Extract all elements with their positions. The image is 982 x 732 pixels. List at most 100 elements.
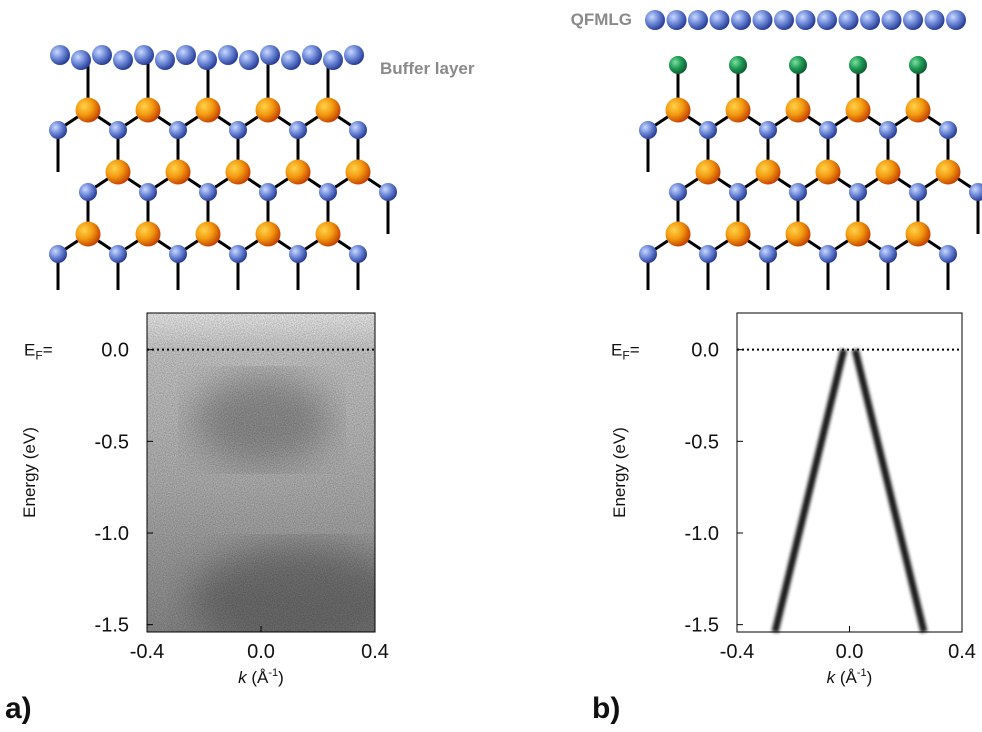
atom [860, 10, 880, 30]
atom [109, 245, 127, 263]
y-tick-label: -1.0 [685, 523, 719, 545]
atom [666, 98, 691, 123]
atom [286, 160, 311, 185]
y-tick-label: 0.0 [101, 340, 129, 362]
atom [817, 10, 837, 30]
atom [789, 56, 807, 74]
atom [134, 45, 154, 65]
panel-label: b) [592, 692, 620, 725]
x-label-part: -1 [268, 667, 278, 679]
atom [49, 245, 67, 263]
atom [639, 245, 657, 263]
atom [196, 98, 221, 123]
atom [316, 222, 341, 247]
fermi-level-label: EF= [24, 341, 53, 363]
atom [349, 121, 367, 139]
atom [699, 245, 717, 263]
atom [909, 183, 927, 201]
atom [726, 222, 751, 247]
figure: Buffer layer QFMLG 0.0-0.5-1.0-1.5-0.40.… [0, 0, 982, 727]
fermi-level-label: EF= [611, 341, 640, 363]
atom [882, 10, 902, 30]
atom [669, 56, 687, 74]
x-tick-label: -0.4 [720, 641, 754, 663]
x-tick-label: -0.4 [130, 641, 164, 663]
y-tick-label: -0.5 [95, 431, 129, 453]
atom [879, 121, 897, 139]
y-axis-label: Energy (eV) [20, 427, 39, 518]
atom [136, 98, 161, 123]
atom [729, 183, 747, 201]
atom [197, 50, 217, 70]
atom [106, 160, 131, 185]
band-line [775, 350, 844, 632]
x-axis-label: k (Å-1) [827, 667, 873, 687]
panel-label: a) [5, 692, 32, 725]
atom [849, 56, 867, 74]
atom [113, 50, 133, 70]
atom [688, 10, 708, 30]
y-tick-label: -0.5 [685, 431, 719, 453]
atom [753, 10, 773, 30]
x-label-part: ) [278, 668, 284, 687]
atom [939, 245, 957, 263]
atom [946, 10, 966, 30]
atom [259, 183, 277, 201]
atom [906, 222, 931, 247]
atom [344, 45, 364, 65]
atom [169, 245, 187, 263]
atom [229, 245, 247, 263]
atom [169, 121, 187, 139]
atom [666, 222, 691, 247]
atom [849, 183, 867, 201]
atom [774, 10, 794, 30]
x-tick-label: 0.4 [948, 641, 976, 663]
atom [176, 45, 196, 65]
atom [906, 98, 931, 123]
atom [289, 121, 307, 139]
x-label-part: -1 [857, 667, 867, 679]
y-axis-label: Energy (eV) [610, 427, 629, 518]
qfmlg-label: QFMLG [571, 10, 632, 29]
atom [239, 50, 259, 70]
y-tick-label: -1.5 [685, 615, 719, 637]
atom [76, 98, 101, 123]
heatmap-background [147, 313, 410, 655]
atom [936, 160, 961, 185]
atom [726, 98, 751, 123]
fermi-label-part: E [24, 341, 35, 360]
atom [316, 98, 341, 123]
structure-diagrams [49, 10, 982, 290]
x-label-part: ) [867, 668, 873, 687]
atom [49, 121, 67, 139]
atom [819, 245, 837, 263]
atom [759, 245, 777, 263]
atom [50, 45, 70, 65]
atom [256, 98, 281, 123]
atom [136, 222, 161, 247]
atom [226, 160, 251, 185]
buffer-layer-label: Buffer layer [380, 59, 475, 78]
atom [109, 121, 127, 139]
atom [759, 121, 777, 139]
atom [903, 10, 923, 30]
atom [71, 50, 91, 70]
plot-frame [737, 313, 962, 632]
atom [710, 10, 730, 30]
atom [925, 10, 945, 30]
atom [319, 183, 337, 201]
atom [839, 10, 859, 30]
atom [166, 160, 191, 185]
atom [229, 121, 247, 139]
atom [756, 160, 781, 185]
x-axis-label: k (Å-1) [238, 667, 284, 687]
atom [289, 245, 307, 263]
atom [819, 121, 837, 139]
atom [349, 245, 367, 263]
atom [699, 121, 717, 139]
atom [346, 160, 371, 185]
y-tick-label: 0.0 [691, 340, 719, 362]
atom [196, 222, 221, 247]
fermi-label-part: F [35, 349, 42, 363]
